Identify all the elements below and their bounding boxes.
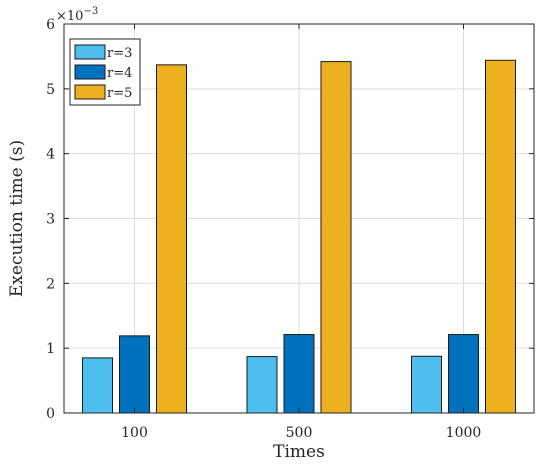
bar-r5-1000 [485,59,516,414]
legend-swatch [74,44,106,60]
bar-r5-500 [320,61,352,414]
y-axis-title: Execution time (s) [7,140,27,297]
x-tick-label: 500 [286,425,313,441]
legend-label: r=3 [107,46,132,61]
bar-r4-100 [119,335,150,414]
x-axis-ticks: 100 500 1000 [121,24,481,441]
bar-r4-1000 [448,334,479,414]
legend-swatch [74,64,106,80]
bar-r3-100 [82,357,113,414]
y-tick-label: 6 [46,17,55,33]
bar-r3-500 [246,356,278,414]
y-tick-label: 5 [46,82,55,98]
y-axis-multiplier-exponent: −3 [83,6,98,17]
y-tick-label: 3 [46,212,55,228]
y-axis-multiplier-base: ×10 [56,9,83,24]
legend-label: r=4 [107,66,132,81]
legend-swatch [74,84,106,100]
x-axis-title: Times [273,442,325,462]
bar-r3-1000 [411,355,442,414]
x-tick-label: 1000 [446,425,482,441]
y-tick-label: 4 [46,147,55,163]
y-tick-label: 2 [46,276,55,292]
bar-r5-100 [156,64,187,414]
y-tick-label: 0 [46,406,55,422]
bar-r4-500 [283,334,315,414]
bars [82,59,516,414]
y-axis-ticks: 0 1 2 3 4 5 6 [46,17,534,422]
y-tick-label: 1 [46,341,55,357]
y-axis-multiplier: ×10−3 [56,6,98,24]
legend: r=3 r=4 r=5 [69,38,141,106]
x-tick-label: 100 [121,425,148,441]
legend-label: r=5 [107,86,132,101]
